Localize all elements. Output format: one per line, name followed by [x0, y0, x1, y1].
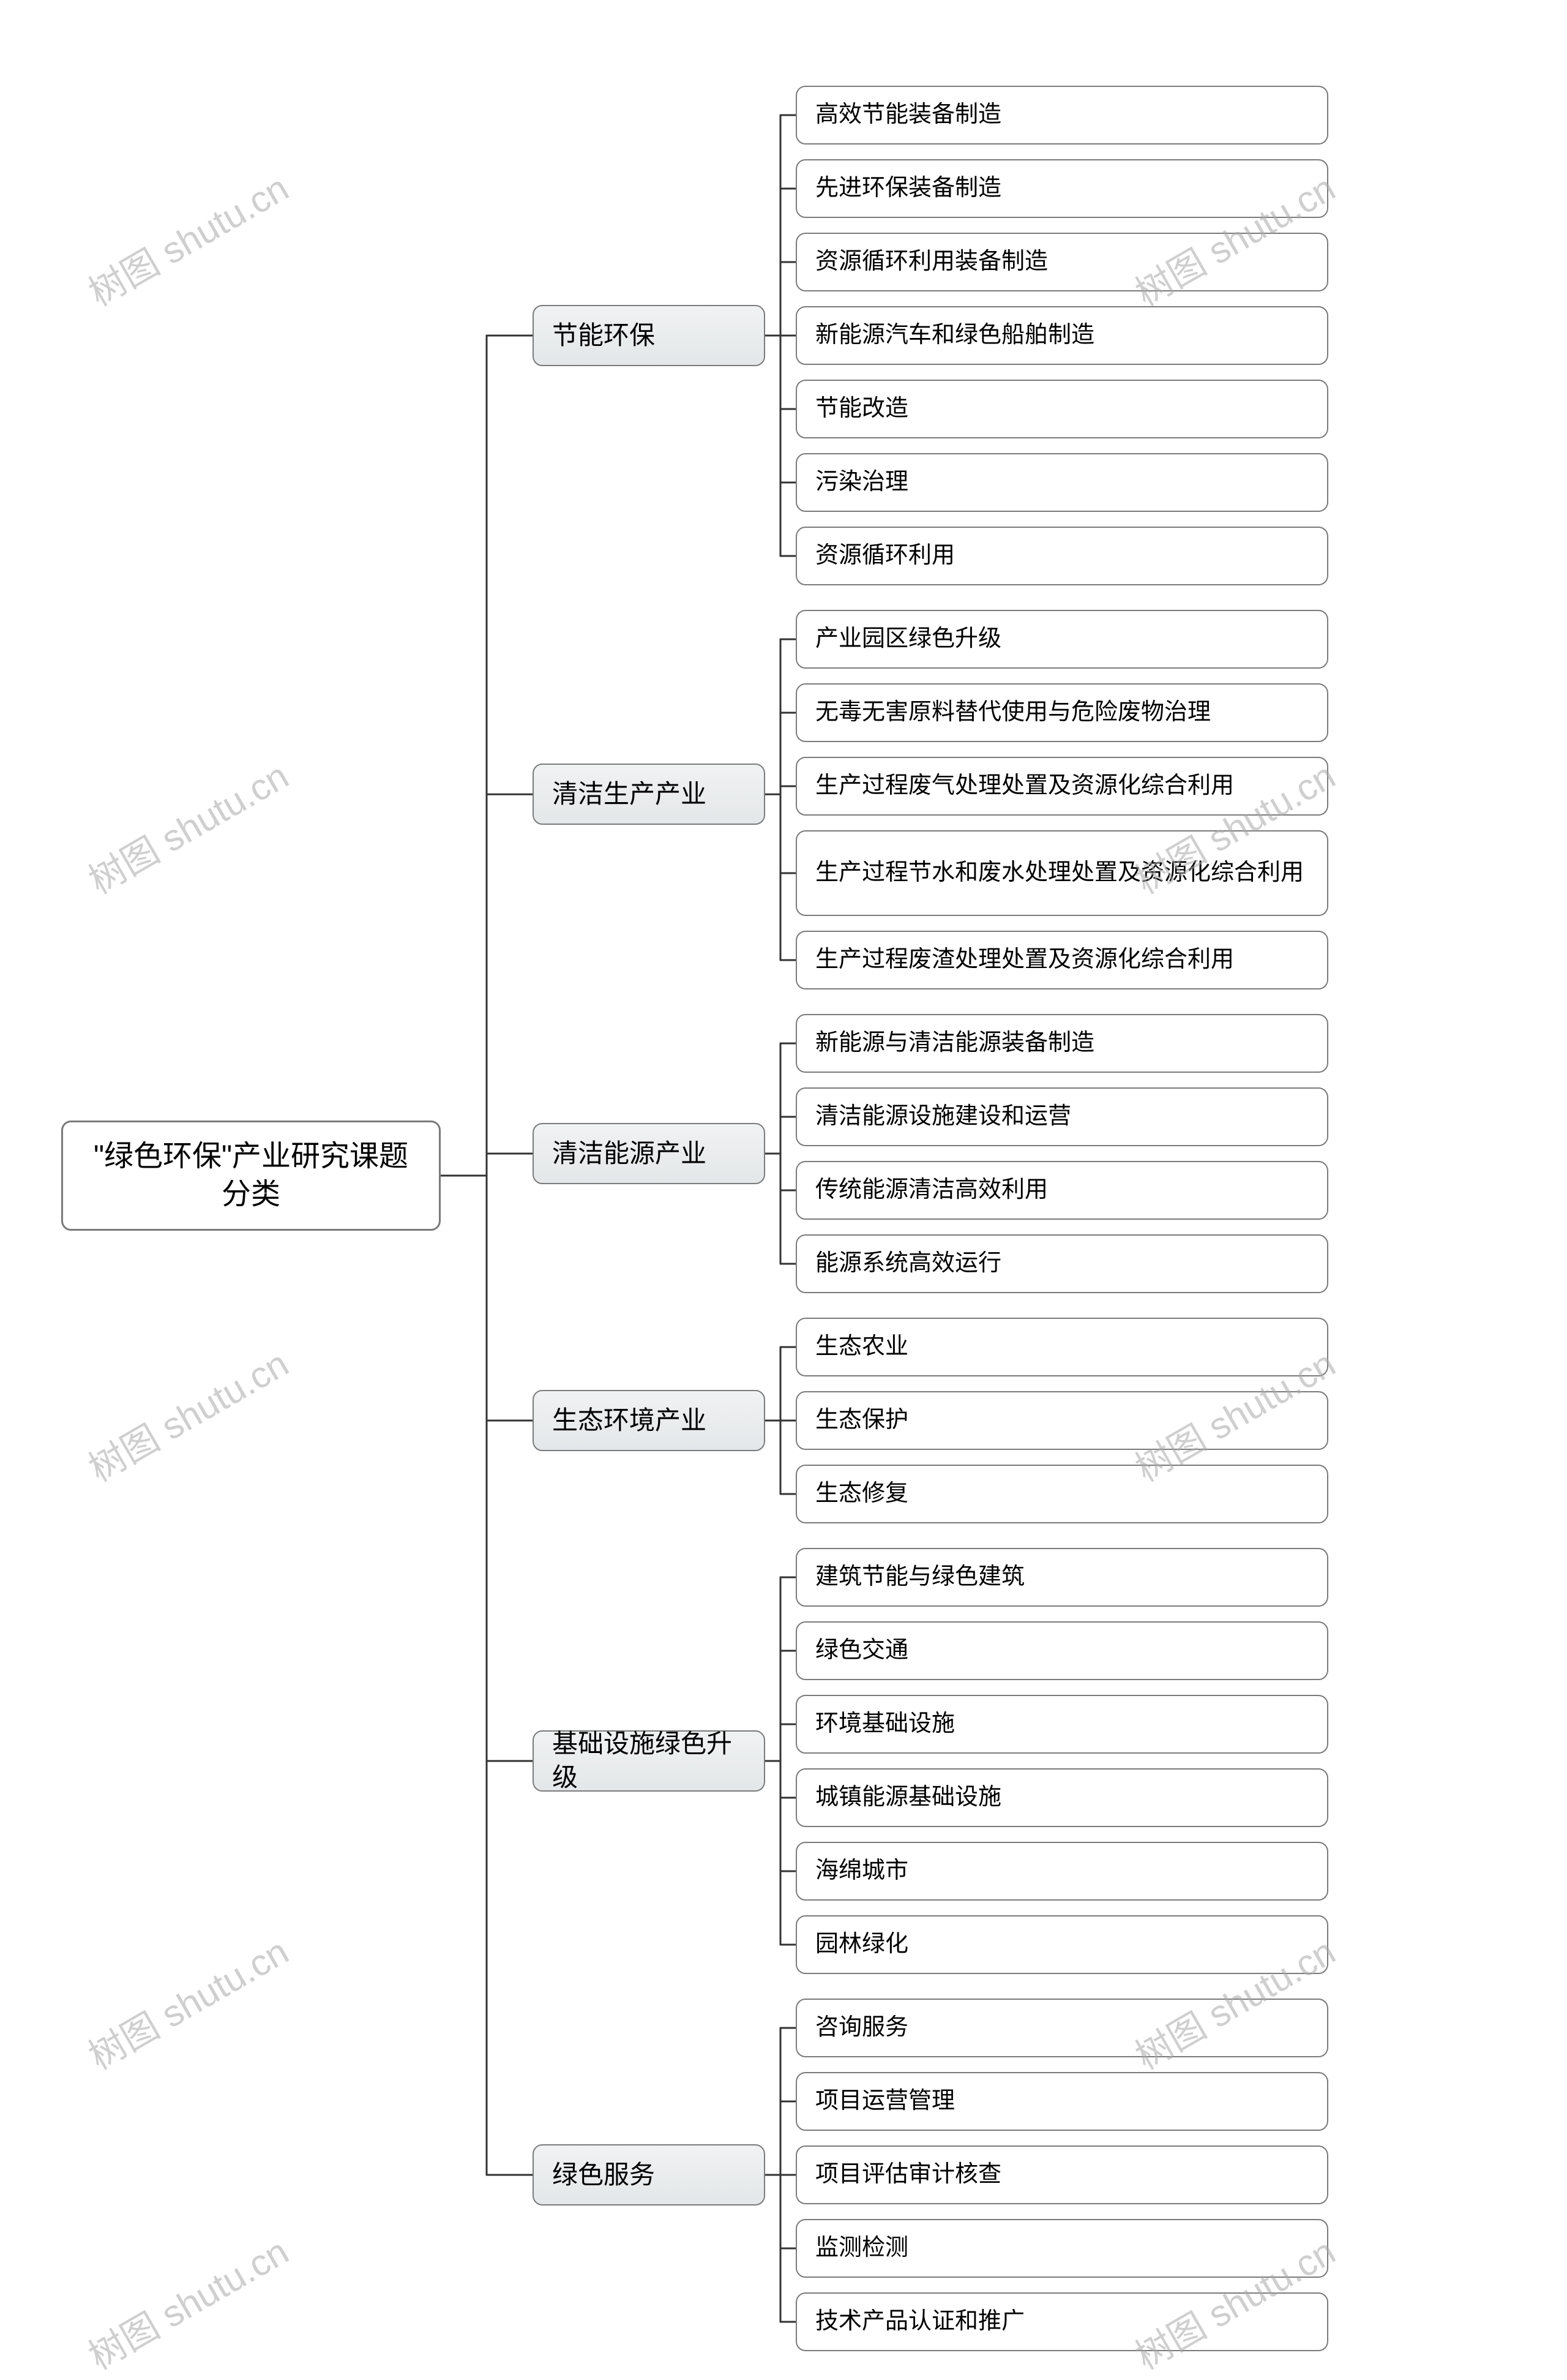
- leaf-b6c2-label: 项目运营管理: [815, 2086, 955, 2116]
- leaf-b1c1-label: 高效节能装备制造: [815, 100, 1001, 130]
- watermark: 树图 shutu.cn: [78, 1335, 297, 1492]
- leaf-b4c1-label: 生态农业: [815, 1332, 908, 1362]
- leaf-b2c2-label: 无毒无害原料替代使用与危险废物治理: [815, 697, 1211, 727]
- leaf-b5c4-label: 城镇能源基础设施: [815, 1782, 1001, 1812]
- leaf-b3c2: 清洁能源设施建设和运营: [796, 1087, 1328, 1146]
- leaf-b6c1: 咨询服务: [796, 1999, 1328, 2057]
- leaf-b2c1: 产业园区绿色升级: [796, 610, 1328, 669]
- branch-b3-label: 清洁能源产业: [552, 1137, 706, 1171]
- root-node-label: "绿色环保"产业研究课题分类: [81, 1138, 421, 1214]
- branch-b6-label: 绿色服务: [552, 2158, 655, 2192]
- branch-b4: 生态环境产业: [533, 1390, 765, 1451]
- leaf-b5c2-label: 绿色交通: [815, 1635, 908, 1665]
- leaf-b2c4-label: 生产过程节水和废水处理处置及资源化综合利用: [815, 858, 1304, 888]
- leaf-b1c7: 资源循环利用: [796, 527, 1328, 585]
- branch-b5-label: 基础设施绿色升级: [552, 1727, 746, 1794]
- leaf-b6c5: 技术产品认证和推广: [796, 2292, 1328, 2351]
- leaf-b2c2: 无毒无害原料替代使用与危险废物治理: [796, 683, 1328, 742]
- leaf-b1c7-label: 资源循环利用: [815, 541, 955, 571]
- leaf-b1c2-label: 先进环保装备制造: [815, 173, 1001, 203]
- leaf-b1c6: 污染治理: [796, 453, 1328, 512]
- branch-b1-label: 节能环保: [552, 319, 655, 353]
- leaf-b1c1: 高效节能装备制造: [796, 86, 1328, 145]
- leaf-b5c5: 海绵城市: [796, 1842, 1328, 1901]
- leaf-b3c2-label: 清洁能源设施建设和运营: [815, 1102, 1071, 1132]
- leaf-b6c5-label: 技术产品认证和推广: [815, 2307, 1025, 2337]
- leaf-b1c5-label: 节能改造: [815, 394, 908, 424]
- root-node: "绿色环保"产业研究课题分类: [61, 1121, 441, 1231]
- branch-b4-label: 生态环境产业: [552, 1404, 706, 1438]
- branch-b5: 基础设施绿色升级: [533, 1730, 765, 1792]
- leaf-b3c4-label: 能源系统高效运行: [815, 1248, 1001, 1278]
- leaf-b2c3-label: 生产过程废气处理处置及资源化综合利用: [815, 771, 1234, 801]
- leaf-b2c4: 生产过程节水和废水处理处置及资源化综合利用: [796, 830, 1328, 916]
- leaf-b6c2: 项目运营管理: [796, 2072, 1328, 2131]
- watermark: 树图 shutu.cn: [78, 159, 297, 317]
- leaf-b5c2: 绿色交通: [796, 1621, 1328, 1680]
- leaf-b3c3: 传统能源清洁高效利用: [796, 1161, 1328, 1220]
- watermark: 树图 shutu.cn: [78, 1923, 297, 2080]
- leaf-b1c3: 资源循环利用装备制造: [796, 233, 1328, 291]
- leaf-b1c2: 先进环保装备制造: [796, 159, 1328, 218]
- branch-b3: 清洁能源产业: [533, 1123, 765, 1184]
- leaf-b5c1: 建筑节能与绿色建筑: [796, 1548, 1328, 1607]
- leaf-b6c1-label: 咨询服务: [815, 2013, 908, 2043]
- leaf-b3c4: 能源系统高效运行: [796, 1234, 1328, 1293]
- leaf-b5c3: 环境基础设施: [796, 1695, 1328, 1754]
- leaf-b5c6: 园林绿化: [796, 1915, 1328, 1974]
- leaf-b3c3-label: 传统能源清洁高效利用: [815, 1175, 1048, 1205]
- leaf-b1c5: 节能改造: [796, 380, 1328, 438]
- leaf-b6c4: 监测检测: [796, 2219, 1328, 2278]
- branch-b2-label: 清洁生产产业: [552, 778, 706, 811]
- leaf-b5c4: 城镇能源基础设施: [796, 1768, 1328, 1827]
- leaf-b2c5-label: 生产过程废渣处理处置及资源化综合利用: [815, 945, 1234, 975]
- leaf-b5c3-label: 环境基础设施: [815, 1709, 955, 1739]
- leaf-b5c1-label: 建筑节能与绿色建筑: [815, 1562, 1025, 1592]
- watermark: 树图 shutu.cn: [78, 747, 297, 904]
- leaf-b5c6-label: 园林绿化: [815, 1929, 908, 1959]
- branch-b2: 清洁生产产业: [533, 764, 765, 825]
- leaf-b1c4: 新能源汽车和绿色船舶制造: [796, 306, 1328, 365]
- leaf-b2c1-label: 产业园区绿色升级: [815, 624, 1001, 654]
- leaf-b2c5: 生产过程废渣处理处置及资源化综合利用: [796, 931, 1328, 989]
- leaf-b4c3: 生态修复: [796, 1465, 1328, 1523]
- leaf-b3c1: 新能源与清洁能源装备制造: [796, 1014, 1328, 1073]
- leaf-b2c3: 生产过程废气处理处置及资源化综合利用: [796, 757, 1328, 816]
- leaf-b6c3: 项目评估审计核查: [796, 2145, 1328, 2204]
- leaf-b3c1-label: 新能源与清洁能源装备制造: [815, 1028, 1094, 1058]
- branch-b6: 绿色服务: [533, 2144, 765, 2205]
- leaf-b1c6-label: 污染治理: [815, 467, 908, 497]
- leaf-b1c4-label: 新能源汽车和绿色船舶制造: [815, 320, 1094, 350]
- watermark: 树图 shutu.cn: [78, 2223, 297, 2380]
- leaf-b4c2: 生态保护: [796, 1391, 1328, 1450]
- leaf-b6c4-label: 监测检测: [815, 2233, 908, 2263]
- leaf-b4c1: 生态农业: [796, 1318, 1328, 1376]
- leaf-b4c3-label: 生态修复: [815, 1479, 908, 1509]
- leaf-b1c3-label: 资源循环利用装备制造: [815, 247, 1048, 277]
- leaf-b6c3-label: 项目评估审计核查: [815, 2160, 1001, 2190]
- leaf-b5c5-label: 海绵城市: [815, 1856, 908, 1886]
- leaf-b4c2-label: 生态保护: [815, 1405, 908, 1435]
- branch-b1: 节能环保: [533, 305, 765, 366]
